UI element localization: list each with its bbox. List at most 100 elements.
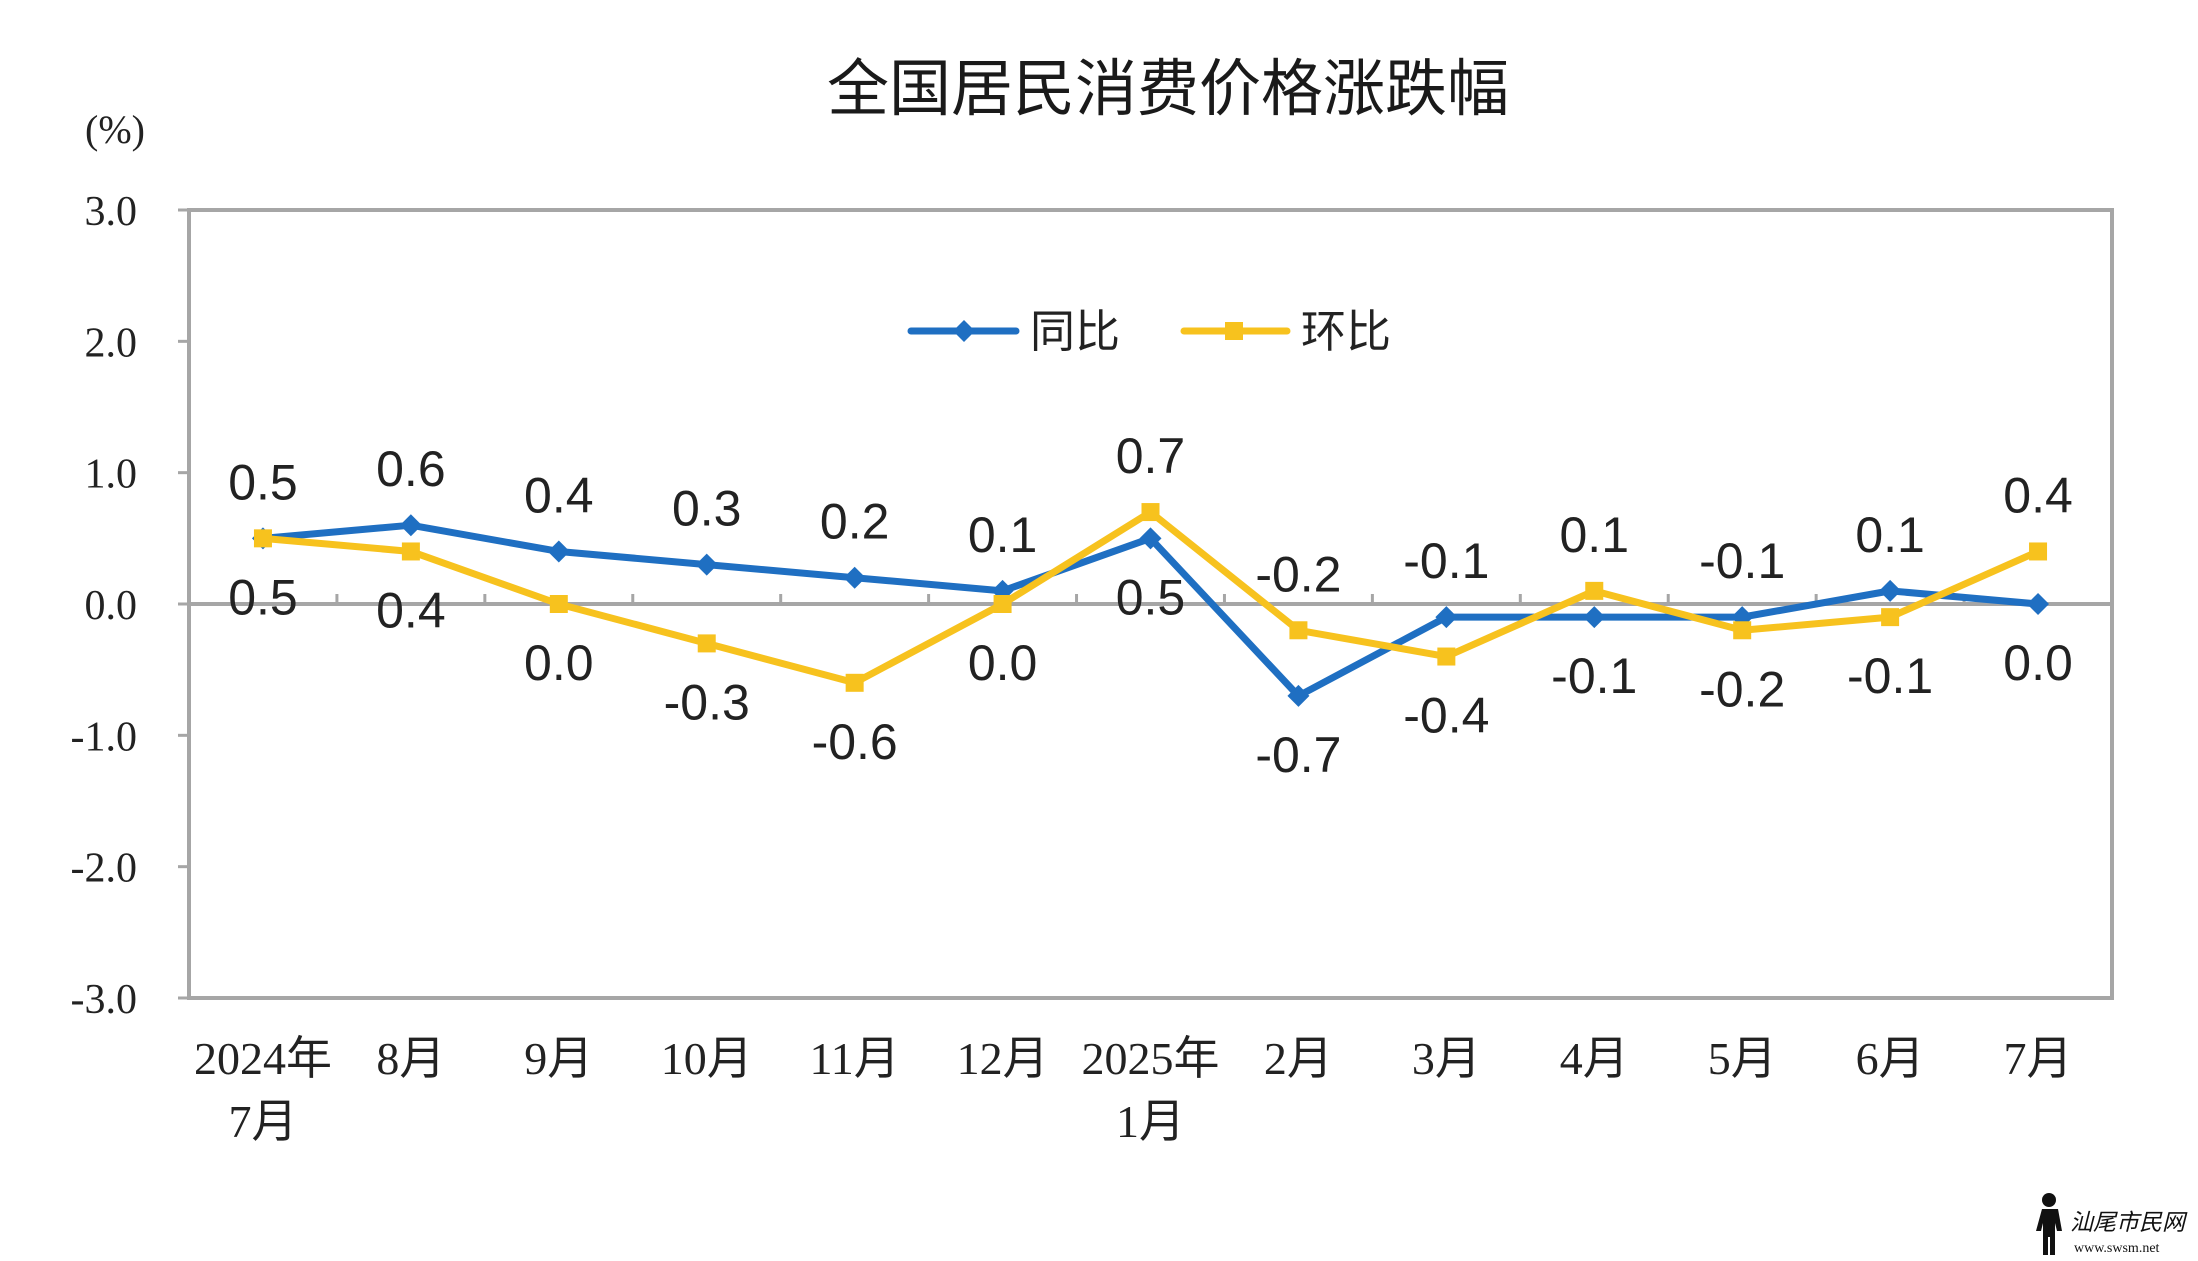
y-tick-label: 2.0: [85, 320, 138, 366]
series-2-data-label: 0.7: [1116, 428, 1186, 484]
x-tick-label-line: 7月: [228, 1096, 297, 1147]
series-1-data-label: -0.7: [1255, 727, 1341, 783]
x-tick-label-line: 4月: [1560, 1033, 1629, 1084]
series-1-diamond-marker: [843, 566, 866, 589]
series-2-square-marker: [253, 529, 272, 548]
series-2-data-label: 0.4: [2003, 467, 2073, 523]
series-1-data-label: 0.1: [968, 507, 1038, 563]
series-1-data-label: 0.4: [524, 467, 594, 523]
series-1-diamond-marker: [547, 540, 570, 563]
series-1-data-label: -0.1: [1699, 533, 1785, 589]
x-tick-label: 9月: [524, 1033, 593, 1084]
x-tick-label: 2025年 1月: [1082, 1033, 1220, 1147]
series-1-diamond-marker: [399, 514, 422, 537]
x-tick-label: 8月: [376, 1033, 445, 1084]
x-tick-label-line: 8月: [376, 1033, 445, 1084]
series-1-data-label: 0.0: [2003, 635, 2073, 691]
series-2-data-label: 0.0: [524, 635, 594, 691]
legend-square-marker: [1225, 322, 1243, 340]
series-1-data-label: -0.1: [1551, 648, 1637, 704]
watermark: 汕尾市民网 www.swsm.net: [2036, 1193, 2188, 1256]
x-tick-label-line: 10月: [661, 1033, 753, 1084]
series-1-diamond-marker: [2027, 593, 2050, 615]
series-1-data-label: -0.1: [1403, 533, 1489, 589]
series-2-square-marker: [1141, 503, 1160, 522]
x-tick-label-line: 2025年: [1082, 1033, 1220, 1084]
x-tick-label: 7月: [2004, 1033, 2073, 1084]
chart-title: 全国居民消费价格涨跌幅: [827, 55, 1509, 124]
person-silhouette-icon: [2036, 1193, 2062, 1255]
y-tick-label: -3.0: [71, 977, 138, 1023]
series-1-data-label: 0.2: [820, 494, 890, 550]
series-1-data-label: 0.5: [228, 454, 298, 510]
x-tick-label: 11月: [810, 1033, 900, 1084]
series-1-data-label: 0.6: [376, 441, 446, 497]
x-tick-label: 2月: [1264, 1033, 1333, 1084]
series-2-square-marker: [1733, 621, 1752, 640]
x-tick-label-line: 2月: [1264, 1033, 1333, 1084]
series-2-data-label: -0.2: [1255, 546, 1341, 602]
y-tick-label: 1.0: [85, 452, 138, 498]
y-axis: 3.0 2.0 1.0 0.0 -1.0 -2.0 -3.0: [71, 189, 189, 1023]
series-2-data-label: 0.4: [376, 582, 446, 638]
series-1-diamond-marker: [1287, 684, 1310, 707]
series-layer: [251, 503, 2050, 707]
x-axis-labels: 2024年 7月 8月 9月 10月 11月 12月 2025年 1月 2月 3月 4月 5月 6月 7月: [194, 1033, 2073, 1147]
series-2-square-marker: [697, 634, 716, 653]
series-1-diamond-marker: [1583, 606, 1606, 629]
series-2-square-marker: [1437, 647, 1456, 666]
x-tick-label: 2024年 7月: [194, 1033, 332, 1147]
series-2-data-label: -0.1: [1847, 648, 1933, 704]
x-tick-label-line: 2024年: [194, 1033, 332, 1084]
x-tick-label-line: 6月: [1856, 1033, 1925, 1084]
x-tick-label: 4月: [1560, 1033, 1629, 1084]
series-1-diamond-marker: [1139, 527, 1162, 550]
series-2-data-label: 0.0: [968, 635, 1038, 691]
x-tick-label-line: 11月: [810, 1033, 900, 1084]
series-2-data-label: 0.1: [1560, 507, 1630, 563]
data-labels: 0.5 0.6 0.4 0.3 0.2 0.1 0.5 -0.7 -0.1 -0.1 -0.1 0.1…: [228, 428, 2073, 783]
x-tick-label: 5月: [1708, 1033, 1777, 1084]
series-1-data-label: 0.1: [1855, 507, 1925, 563]
series-2-data-label: -0.3: [664, 674, 750, 730]
series-2-square-marker: [549, 595, 568, 613]
x-tick-label: 3月: [1412, 1033, 1481, 1084]
x-tick-label-line: 12月: [957, 1033, 1049, 1084]
legend-item-yoy: 同比: [907, 306, 1120, 357]
y-tick-label: 0.0: [85, 583, 138, 629]
series-2-square-marker: [401, 542, 420, 561]
x-tick-label: 6月: [1856, 1033, 1925, 1084]
series-2-data-label: -0.4: [1403, 688, 1489, 744]
series-2-square-marker: [845, 673, 864, 692]
y-tick-label: -1.0: [71, 714, 138, 760]
watermark-url: www.swsm.net: [2074, 1241, 2160, 1256]
legend-label: 环比: [1301, 306, 1391, 357]
y-tick-label: 3.0: [85, 189, 138, 235]
y-tick-label: -2.0: [71, 846, 138, 892]
series-2-data-label: -0.6: [812, 714, 898, 770]
x-tick-label-line: 5月: [1708, 1033, 1777, 1084]
series-1-diamond-marker: [695, 553, 718, 576]
series-1-diamond-marker: [1435, 606, 1458, 629]
x-tick-label-line: 9月: [524, 1033, 593, 1084]
series-2-data-label: 0.5: [228, 569, 298, 625]
y-axis-unit-label: (%): [85, 107, 145, 152]
watermark-site-name: 汕尾市民网: [2070, 1210, 2188, 1235]
series-2-square-marker: [2029, 542, 2048, 561]
series-2: [253, 503, 2048, 692]
series-2-square-marker: [993, 595, 1012, 613]
series-1-data-label: 0.5: [1116, 569, 1186, 625]
series-2-square-marker: [1289, 621, 1308, 640]
legend-label: 同比: [1030, 306, 1120, 357]
legend: 同比 环比: [907, 306, 1391, 357]
x-tick-label-line: 3月: [1412, 1033, 1481, 1084]
series-2-square-marker: [1881, 608, 1900, 627]
legend-diamond-marker: [953, 320, 975, 342]
x-tick-label-line: 7月: [2004, 1033, 2073, 1084]
x-tick-label-line: 1月: [1116, 1096, 1185, 1147]
x-tick-label: 10月: [661, 1033, 753, 1084]
series-1-diamond-marker: [1879, 579, 1902, 602]
series-2-square-marker: [1585, 581, 1604, 600]
x-tick-label: 12月: [957, 1033, 1049, 1084]
